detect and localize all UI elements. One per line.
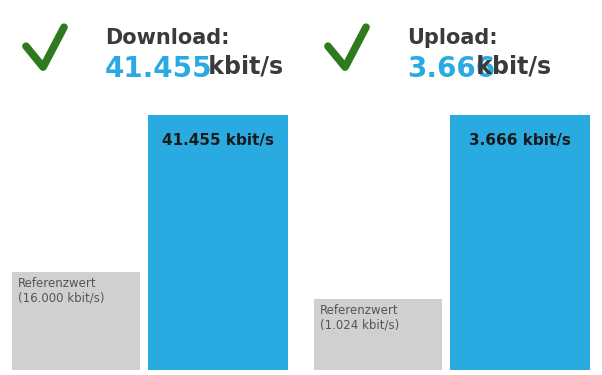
Text: Referenzwert
(16.000 kbit/s): Referenzwert (16.000 kbit/s) [18, 277, 105, 304]
Text: 3.666: 3.666 [407, 55, 495, 83]
Text: Referenzwert
(1.024 kbit/s): Referenzwert (1.024 kbit/s) [320, 304, 399, 332]
Text: Upload:: Upload: [407, 28, 498, 48]
Bar [12, 272, 140, 370]
Text: 3.666 kbit/s: 3.666 kbit/s [469, 133, 571, 148]
Text: Download:: Download: [105, 28, 229, 48]
Bar [148, 115, 288, 370]
Bar [314, 299, 442, 370]
Bar [450, 115, 590, 370]
Text: kbit/s: kbit/s [200, 55, 283, 79]
Text: kbit/s: kbit/s [468, 55, 551, 79]
Text: 41.455: 41.455 [105, 55, 213, 83]
Text: 41.455 kbit/s: 41.455 kbit/s [162, 133, 274, 148]
